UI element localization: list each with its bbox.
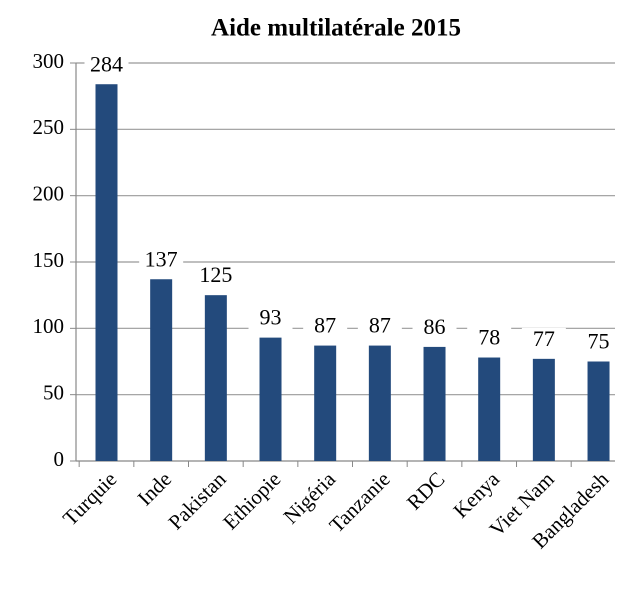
data-label: 86 [424, 314, 446, 339]
data-label: 78 [478, 325, 500, 350]
data-label-bg [139, 248, 184, 275]
data-label: 75 [588, 329, 610, 354]
x-tick-label: Ethiopie [218, 467, 285, 534]
data-label-bg [193, 264, 238, 291]
x-tick-label: Turquie [58, 467, 121, 530]
bar [314, 345, 337, 461]
data-label: 125 [199, 262, 232, 287]
data-label-bg [412, 315, 457, 342]
bar [423, 346, 446, 461]
x-tick-label: Tanzanie [324, 467, 394, 537]
bar [204, 295, 227, 461]
data-label: 77 [533, 326, 555, 351]
chart-title: Aide multilatérale 2015 [211, 15, 461, 42]
y-tick-label: 200 [33, 181, 65, 205]
bar [478, 357, 501, 461]
bar [368, 345, 391, 461]
data-label-bg [521, 327, 566, 354]
data-label: 93 [260, 305, 282, 330]
data-label-bg [84, 53, 129, 80]
x-tick-label: Inde [133, 467, 176, 510]
data-label: 87 [369, 313, 391, 338]
data-label-bg [357, 314, 402, 341]
y-tick-label: 100 [33, 314, 65, 338]
data-label: 137 [145, 246, 178, 271]
data-label: 87 [314, 313, 336, 338]
y-tick-label: 50 [43, 380, 64, 404]
bar [259, 337, 282, 461]
y-tick-label: 300 [33, 49, 65, 73]
data-label-bg [467, 326, 512, 353]
data-label: 284 [90, 51, 123, 76]
x-tick-label: Pakistan [163, 467, 231, 535]
x-tick-label: RDC [402, 467, 450, 515]
data-label-bg [248, 306, 293, 333]
y-tick-label: 0 [54, 447, 65, 471]
y-tick-label: 250 [33, 115, 65, 139]
bar [532, 358, 555, 461]
bar [587, 361, 610, 461]
bar [150, 279, 173, 461]
bar [95, 84, 118, 461]
data-label-bg [576, 330, 618, 357]
data-label-bg [303, 314, 348, 341]
y-tick-label: 150 [33, 248, 65, 272]
